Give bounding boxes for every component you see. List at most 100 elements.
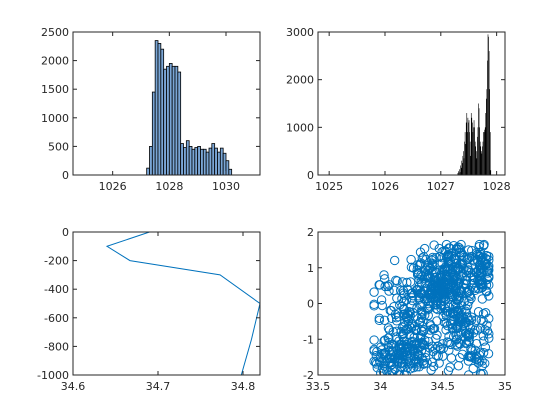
- scatter-point: [475, 323, 486, 333]
- histogram-bar: [177, 71, 182, 176]
- scatter-point: [460, 317, 470, 327]
- scatter-point: [436, 289, 446, 299]
- scatter-point: [379, 315, 390, 326]
- histogram-bar: [483, 132, 485, 175]
- histogram-bar: [191, 148, 196, 176]
- scatter-point: [446, 353, 457, 363]
- histogram-bar: [479, 127, 480, 175]
- scatter-point: [407, 321, 417, 331]
- scatter-point: [405, 364, 416, 374]
- scatter-point: [397, 322, 408, 332]
- x-tick-label: 33.5: [306, 380, 331, 393]
- line-panel-bottom-left: 34.6 34.7 34.8 0 -200 -400 -600 -800 -1000: [37, 226, 261, 393]
- scatter-point: [482, 320, 492, 330]
- histogram-bar: [487, 60, 488, 175]
- histogram-panel-top-right: 1025 1026 1027 1028 0 1000 2000 3000: [286, 26, 511, 193]
- x-tick-label: 1028: [155, 180, 183, 193]
- histogram-bar: [486, 98, 487, 175]
- scatter-point: [419, 252, 429, 262]
- axes-box: [72, 231, 261, 376]
- histogram-bar: [475, 146, 477, 175]
- histogram-bar: [469, 132, 470, 175]
- y-tick-label: -800: [44, 340, 69, 353]
- histogram-bar: [474, 141, 476, 175]
- scatter-point: [475, 368, 486, 375]
- histogram-bar: [488, 36, 489, 176]
- scatter-point: [394, 344, 405, 354]
- scatter-point: [379, 336, 389, 346]
- scatter-point: [471, 339, 482, 349]
- scatter-point: [431, 350, 442, 361]
- scatter-point: [384, 325, 395, 335]
- y-tick-label: 2500: [41, 26, 69, 39]
- histogram-bar: [464, 141, 465, 175]
- scatter-point: [387, 359, 397, 370]
- scatter-point: [480, 308, 491, 318]
- scatter-point: [480, 358, 490, 368]
- scatter-point: [467, 245, 477, 256]
- y-tick-label: 2000: [41, 55, 69, 68]
- histogram-bar: [168, 63, 173, 176]
- x-tick-label: 34: [373, 380, 387, 393]
- scatter-point: [459, 318, 469, 328]
- x-tick-label: 1030: [212, 180, 240, 193]
- histogram-bar: [470, 113, 472, 175]
- scatter-point: [452, 323, 463, 333]
- histogram-bar: [474, 127, 475, 175]
- scatter-point: [392, 276, 402, 286]
- histogram-bar: [478, 103, 479, 175]
- scatter-point: [377, 300, 387, 311]
- scatter-point: [369, 287, 379, 297]
- scatter-point: [463, 320, 474, 330]
- scatter-point: [417, 353, 427, 363]
- scatter-point: [442, 271, 452, 281]
- y-tick-label: 1000: [286, 121, 314, 134]
- scatter-point: [457, 349, 468, 359]
- scatter-point: [473, 270, 484, 280]
- histogram-bar: [477, 127, 479, 175]
- scatter-point: [454, 338, 464, 349]
- scatter-point: [448, 309, 458, 319]
- histogram-bar: [463, 151, 464, 175]
- scatter-point: [454, 316, 464, 326]
- x-tick-label: 34.5: [430, 380, 455, 393]
- y-tick-label: 1000: [41, 112, 69, 125]
- scatter-point: [423, 289, 434, 300]
- histogram-bar: [457, 173, 459, 175]
- scatter-point: [441, 310, 452, 321]
- scatter-point: [376, 295, 387, 305]
- scatter-point: [408, 290, 418, 301]
- y-tick-label: 2: [307, 226, 314, 239]
- scatter-point: [429, 240, 439, 250]
- histogram-bar: [475, 151, 477, 175]
- histogram-bar: [467, 117, 469, 175]
- scatter-point: [386, 313, 397, 323]
- scatter-point: [439, 317, 450, 327]
- scatter-point: [451, 255, 461, 266]
- scatter-point: [478, 368, 488, 375]
- scatter-point: [447, 272, 458, 282]
- scatter-point: [416, 330, 426, 340]
- scatter-point: [478, 309, 489, 319]
- histogram-bar: [154, 40, 159, 176]
- histogram-bar: [157, 43, 162, 176]
- scatter-point: [403, 353, 413, 364]
- y-tick-label: 2000: [286, 74, 314, 87]
- y-tick-label: -400: [44, 283, 69, 296]
- scatter-point: [420, 340, 430, 350]
- x-tick-label: 34.6: [61, 380, 86, 393]
- histogram-bar: [478, 108, 480, 175]
- scatter-point: [420, 353, 431, 363]
- scatter-point: [480, 325, 490, 335]
- scatter-point: [477, 256, 488, 267]
- x-tick-label: 1027: [427, 180, 455, 193]
- x-tick-label: 1028: [483, 180, 511, 193]
- scatter-point: [398, 286, 409, 296]
- histogram-bar: [482, 146, 483, 175]
- scatter-point: [459, 251, 469, 261]
- histogram-bar: [460, 165, 461, 175]
- scatter-point: [453, 262, 463, 273]
- scatter-point: [386, 357, 396, 368]
- scatter-point: [408, 263, 419, 273]
- scatter-points: [369, 239, 494, 375]
